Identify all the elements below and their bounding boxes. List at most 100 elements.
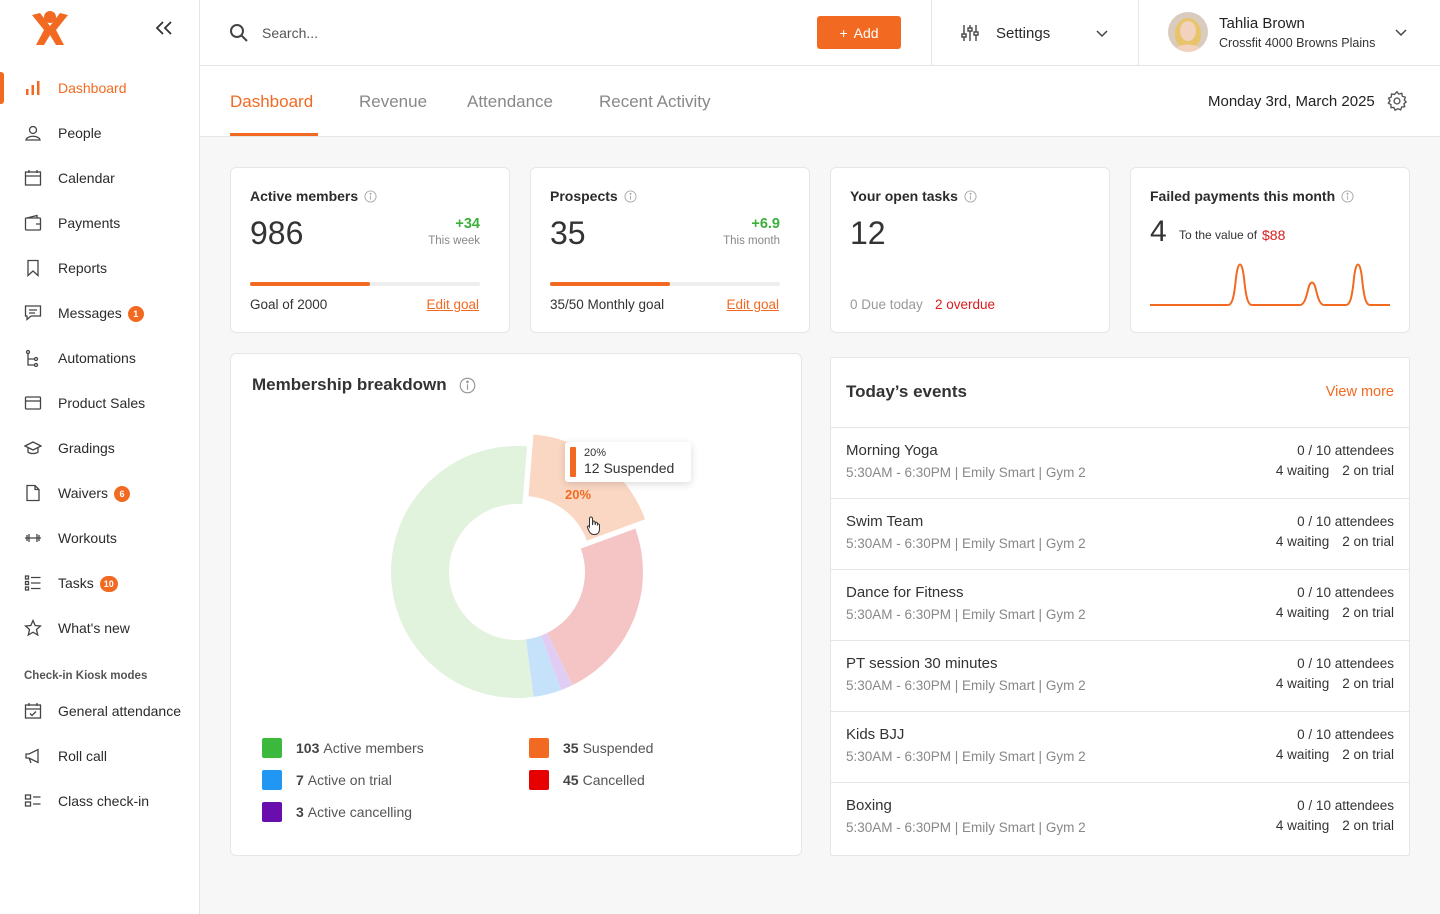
chevron-down-icon	[1096, 30, 1108, 38]
sidebar-item-people[interactable]: People	[0, 113, 199, 153]
person-icon	[25, 125, 41, 141]
tooltip-percent: 20%	[584, 447, 607, 459]
add-button[interactable]: + Add	[817, 16, 901, 49]
tab-attendance[interactable]: Attendance	[467, 92, 554, 111]
legend-item[interactable]: 35 Suspended	[529, 738, 653, 758]
donut-slice-active-on-trial[interactable]	[525, 635, 562, 697]
failed-payments-card[interactable]: Failed payments this month 4 To the valu…	[1130, 167, 1410, 333]
event-row[interactable]: Swim Team 5:30AM - 6:30PM | Emily Smart …	[831, 498, 1409, 569]
collapse-sidebar-icon[interactable]	[152, 16, 176, 40]
info-icon[interactable]	[964, 189, 977, 203]
event-attendees: 0 / 10 attendees	[1297, 585, 1394, 600]
legend-swatch	[529, 738, 549, 758]
open-tasks-count: 12	[850, 215, 886, 251]
event-row[interactable]: Boxing 5:30AM - 6:30PM | Emily Smart | G…	[831, 782, 1409, 853]
donut-slice-active-cancelling[interactable]	[540, 633, 573, 690]
donut-slice-suspended[interactable]	[528, 434, 646, 541]
goal-progress-bar	[550, 282, 780, 286]
tab-dashboard[interactable]: Dashboard	[230, 92, 314, 111]
event-row[interactable]: Dance for Fitness 5:30AM - 6:30PM | Emil…	[831, 569, 1409, 640]
sidebar-item-label: Class check-in	[58, 793, 150, 809]
sidebar-item-label: General attendance	[58, 703, 181, 719]
sidebar-item-calendar[interactable]: Calendar	[0, 158, 199, 198]
gear-icon[interactable]	[1386, 90, 1408, 112]
sidebar-item-label: Reports	[58, 260, 108, 276]
event-attendees: 0 / 10 attendees	[1297, 727, 1394, 742]
event-waiting: 4 waiting	[1275, 534, 1330, 549]
plus-icon: +	[839, 24, 848, 41]
donut-slice-active-members[interactable]	[391, 445, 534, 698]
active-tab-indicator	[230, 133, 318, 136]
event-row[interactable]: Kids BJJ 5:30AM - 6:30PM | Emily Smart |…	[831, 711, 1409, 782]
settings-dropdown[interactable]: Settings	[960, 20, 1110, 46]
sidebar-item-whats-new[interactable]: What's new	[0, 608, 199, 648]
notification-badge: 10	[99, 576, 118, 592]
logo-icon[interactable]	[30, 10, 70, 46]
edit-goal-link[interactable]: Edit goal	[426, 297, 479, 312]
card-title: Your open tasks	[850, 188, 958, 204]
event-attendees: 0 / 10 attendees	[1297, 514, 1394, 529]
sidebar-item-reports[interactable]: Reports	[0, 248, 199, 288]
event-meta: 5:30AM - 6:30PM | Emily Smart | Gym 2	[846, 536, 1086, 551]
tasks-overdue[interactable]: 2 overdue	[935, 297, 996, 312]
legend-label: Active members	[323, 740, 424, 756]
sidebar-item-tasks[interactable]: Tasks 10	[0, 563, 199, 603]
sidebar-item-automations[interactable]: Automations	[0, 338, 199, 378]
event-meta: 5:30AM - 6:30PM | Emily Smart | Gym 2	[846, 678, 1086, 693]
sidebar-item-label: Payments	[58, 215, 121, 231]
sidebar-item-label: Tasks	[58, 575, 94, 591]
sidebar-item-payments[interactable]: Payments	[0, 203, 199, 243]
event-meta: 5:30AM - 6:30PM | Emily Smart | Gym 2	[846, 465, 1086, 480]
donut-slice-cancelled[interactable]	[547, 528, 643, 686]
tab-revenue[interactable]: Revenue	[359, 92, 428, 111]
user-menu[interactable]: Tahlia Brown Crossfit 4000 Browns Plains	[1168, 12, 1428, 56]
open-tasks-card[interactable]: Your open tasks 12 0 Due today 2 overdue	[830, 167, 1110, 333]
membership-breakdown-card: Membership breakdown 20% 12 Suspended 20…	[230, 353, 802, 856]
sidebar-item-class-check-in[interactable]: Class check-in	[0, 781, 199, 821]
card-title: Membership breakdown	[252, 375, 447, 394]
notification-badge: 6	[114, 486, 131, 502]
legend-count: 45	[563, 772, 579, 788]
sidebar-item-label: Waivers	[58, 485, 109, 501]
event-waiting: 4 waiting	[1275, 676, 1330, 691]
legend-item[interactable]: 7 Active on trial	[262, 770, 392, 790]
delta-period: This month	[723, 235, 780, 247]
flow-icon	[25, 349, 39, 367]
sidebar-item-gradings[interactable]: Gradings	[0, 428, 199, 468]
event-name: Boxing	[846, 797, 892, 814]
view-more-link[interactable]: View more	[1325, 384, 1394, 400]
list-icon	[24, 794, 41, 807]
sidebar-item-waivers[interactable]: Waivers 6	[0, 473, 199, 513]
event-row[interactable]: PT session 30 minutes 5:30AM - 6:30PM | …	[831, 640, 1409, 711]
sidebar-item-general-attendance[interactable]: General attendance	[0, 691, 199, 731]
legend-label: Active on trial	[307, 772, 392, 788]
membership-donut-chart[interactable]	[377, 432, 657, 712]
legend-count: 35	[563, 740, 579, 756]
sidebar-item-product-sales[interactable]: Product Sales	[0, 383, 199, 423]
sidebar-item-roll-call[interactable]: Roll call	[0, 736, 199, 776]
failed-value-label: To the value of	[1179, 228, 1258, 242]
sidebar-item-messages[interactable]: Messages 1	[0, 293, 199, 333]
search-icon	[230, 24, 248, 42]
tab-recent-activity[interactable]: Recent Activity	[599, 92, 711, 111]
info-icon[interactable]	[624, 189, 637, 203]
legend-item[interactable]: 3 Active cancelling	[262, 802, 412, 822]
event-name: Swim Team	[846, 513, 924, 530]
sidebar-item-dashboard[interactable]: Dashboard	[0, 68, 199, 108]
info-icon[interactable]	[1341, 189, 1354, 203]
legend-item[interactable]: 45 Cancelled	[529, 770, 645, 790]
wallet-icon	[24, 214, 42, 231]
sidebar-item-label: Product Sales	[58, 395, 146, 411]
info-icon[interactable]	[364, 189, 377, 203]
chevron-down-icon	[1395, 29, 1407, 37]
legend-item[interactable]: 103 Active members	[262, 738, 424, 758]
message-icon	[24, 305, 42, 321]
edit-goal-link[interactable]: Edit goal	[726, 297, 779, 312]
search-input[interactable]	[262, 20, 802, 46]
event-row[interactable]: Morning Yoga 5:30AM - 6:30PM | Emily Sma…	[831, 427, 1409, 498]
legend-label: Cancelled	[582, 772, 645, 788]
sidebar-item-workouts[interactable]: Workouts	[0, 518, 199, 558]
info-icon[interactable]	[459, 377, 476, 394]
event-attendees: 0 / 10 attendees	[1297, 443, 1394, 458]
dumbbell-icon	[25, 534, 41, 542]
